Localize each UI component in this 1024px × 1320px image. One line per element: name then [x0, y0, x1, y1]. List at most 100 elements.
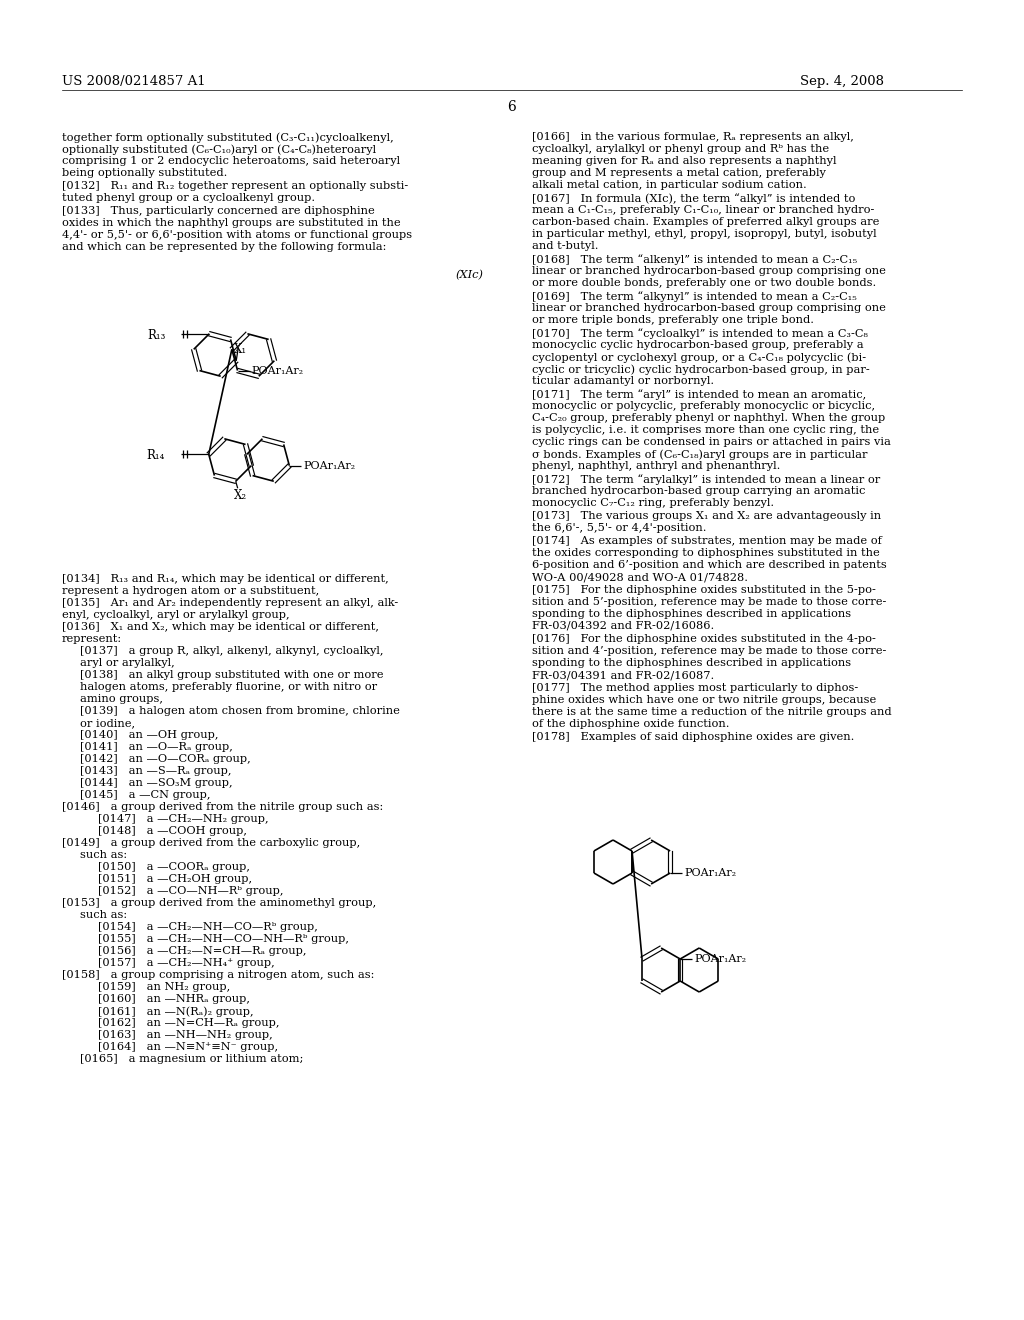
- Text: oxides in which the naphthyl groups are substituted in the: oxides in which the naphthyl groups are …: [62, 218, 400, 228]
- Text: is polycyclic, i.e. it comprises more than one cyclic ring, the: is polycyclic, i.e. it comprises more th…: [532, 425, 880, 436]
- Text: mean a C₁-C₁₅, preferably C₁-C₁₀, linear or branched hydro-: mean a C₁-C₁₅, preferably C₁-C₁₀, linear…: [532, 205, 874, 215]
- Text: being optionally substituted.: being optionally substituted.: [62, 168, 227, 178]
- Text: such as:: such as:: [80, 909, 127, 920]
- Text: [0157]   a —CH₂—NH₄⁺ group,: [0157] a —CH₂—NH₄⁺ group,: [98, 958, 274, 968]
- Text: FR-03/04391 and FR-02/16087.: FR-03/04391 and FR-02/16087.: [532, 671, 715, 680]
- Text: [0151]   a —CH₂OH group,: [0151] a —CH₂OH group,: [98, 874, 252, 884]
- Text: [0162]   an —N=CH—Rₐ group,: [0162] an —N=CH—Rₐ group,: [98, 1018, 280, 1028]
- Text: of the diphosphine oxide function.: of the diphosphine oxide function.: [532, 719, 729, 729]
- Text: [0173]   The various groups X₁ and X₂ are advantageously in: [0173] The various groups X₁ and X₂ are …: [532, 511, 881, 521]
- Text: [0171]   The term “aryl” is intended to mean an aromatic,: [0171] The term “aryl” is intended to me…: [532, 389, 866, 400]
- Text: sition and 5’-position, reference may be made to those corre-: sition and 5’-position, reference may be…: [532, 597, 887, 607]
- Text: represent a hydrogen atom or a substituent,: represent a hydrogen atom or a substitue…: [62, 586, 319, 597]
- Text: Sep. 4, 2008: Sep. 4, 2008: [800, 75, 884, 88]
- Text: [0145]   a —CN group,: [0145] a —CN group,: [80, 789, 211, 800]
- Text: POAr₁Ar₂: POAr₁Ar₂: [684, 869, 736, 878]
- Text: C₄-C₂₀ group, preferably phenyl or naphthyl. When the group: C₄-C₂₀ group, preferably phenyl or napht…: [532, 413, 886, 422]
- Text: in particular methyl, ethyl, propyl, isopropyl, butyl, isobutyl: in particular methyl, ethyl, propyl, iso…: [532, 228, 877, 239]
- Text: meaning given for Rₐ and also represents a naphthyl: meaning given for Rₐ and also represents…: [532, 156, 837, 166]
- Text: enyl, cycloalkyl, aryl or arylalkyl group,: enyl, cycloalkyl, aryl or arylalkyl grou…: [62, 610, 290, 620]
- Text: comprising 1 or 2 endocyclic heteroatoms, said heteroaryl: comprising 1 or 2 endocyclic heteroatoms…: [62, 156, 400, 166]
- Text: aryl or arylalkyl,: aryl or arylalkyl,: [80, 657, 175, 668]
- Text: [0164]   an —N≡N⁺≡N⁻ group,: [0164] an —N≡N⁺≡N⁻ group,: [98, 1041, 279, 1052]
- Text: [0139]   a halogen atom chosen from bromine, chlorine: [0139] a halogen atom chosen from bromin…: [80, 706, 400, 715]
- Text: σ bonds. Examples of (C₆-C₁₈)aryl groups are in particular: σ bonds. Examples of (C₆-C₁₈)aryl groups…: [532, 449, 867, 459]
- Text: [0168]   The term “alkenyl” is intended to mean a C₂-C₁₅: [0168] The term “alkenyl” is intended to…: [532, 253, 857, 265]
- Text: WO-A 00/49028 and WO-A 01/74828.: WO-A 00/49028 and WO-A 01/74828.: [532, 572, 748, 582]
- Text: [0177]   The method applies most particularly to diphos-: [0177] The method applies most particula…: [532, 682, 858, 693]
- Text: POAr₁Ar₂: POAr₁Ar₂: [694, 954, 746, 964]
- Text: [0146]   a group derived from the nitrile group such as:: [0146] a group derived from the nitrile …: [62, 803, 383, 812]
- Text: [0134]   R₁₃ and R₁₄, which may be identical or different,: [0134] R₁₃ and R₁₄, which may be identic…: [62, 574, 389, 583]
- Text: monocyclic C₇-C₁₂ ring, preferably benzyl.: monocyclic C₇-C₁₂ ring, preferably benzy…: [532, 498, 774, 508]
- Text: [0138]   an alkyl group substituted with one or more: [0138] an alkyl group substituted with o…: [80, 671, 384, 680]
- Text: [0137]   a group R, alkyl, alkenyl, alkynyl, cycloalkyl,: [0137] a group R, alkyl, alkenyl, alkyny…: [80, 645, 384, 656]
- Text: [0149]   a group derived from the carboxylic group,: [0149] a group derived from the carboxyl…: [62, 838, 360, 847]
- Text: linear or branched hydrocarbon-based group comprising one: linear or branched hydrocarbon-based gro…: [532, 304, 886, 313]
- Text: [0175]   For the diphosphine oxides substituted in the 5-po-: [0175] For the diphosphine oxides substi…: [532, 585, 876, 595]
- Text: sponding to the diphosphines described in applications: sponding to the diphosphines described i…: [532, 609, 851, 619]
- Text: cyclopentyl or cyclohexyl group, or a C₄-C₁₈ polycyclic (bi-: cyclopentyl or cyclohexyl group, or a C₄…: [532, 352, 866, 363]
- Text: represent:: represent:: [62, 634, 122, 644]
- Text: such as:: such as:: [80, 850, 127, 861]
- Text: X₂: X₂: [233, 490, 247, 502]
- Text: monocyclic or polycyclic, preferably monocyclic or bicyclic,: monocyclic or polycyclic, preferably mon…: [532, 401, 876, 411]
- Text: 4,4'- or 5,5'- or 6,6'-position with atoms or functional groups: 4,4'- or 5,5'- or 6,6'-position with ato…: [62, 230, 412, 240]
- Text: [0166]   in the various formulae, Rₐ represents an alkyl,: [0166] in the various formulae, Rₐ repre…: [532, 132, 854, 143]
- Text: cyclic rings can be condensed in pairs or attached in pairs via: cyclic rings can be condensed in pairs o…: [532, 437, 891, 447]
- Text: and t-butyl.: and t-butyl.: [532, 242, 598, 251]
- Text: [0132]   R₁₁ and R₁₂ together represent an optionally substi-: [0132] R₁₁ and R₁₂ together represent an…: [62, 181, 409, 191]
- Text: [0133]   Thus, particularly concerned are diphosphine: [0133] Thus, particularly concerned are …: [62, 206, 375, 216]
- Text: alkali metal cation, in particular sodium cation.: alkali metal cation, in particular sodiu…: [532, 180, 807, 190]
- Text: branched hydrocarbon-based group carrying an aromatic: branched hydrocarbon-based group carryin…: [532, 486, 865, 496]
- Text: [0148]   a —COOH group,: [0148] a —COOH group,: [98, 826, 247, 836]
- Text: [0170]   The term “cycloalkyl” is intended to mean a C₃-C₈: [0170] The term “cycloalkyl” is intended…: [532, 327, 868, 339]
- Text: 6: 6: [508, 100, 516, 114]
- Text: monocyclic cyclic hydrocarbon-based group, preferably a: monocyclic cyclic hydrocarbon-based grou…: [532, 341, 863, 350]
- Text: US 2008/0214857 A1: US 2008/0214857 A1: [62, 75, 206, 88]
- Text: phine oxides which have one or two nitrile groups, because: phine oxides which have one or two nitri…: [532, 696, 877, 705]
- Text: [0135]   Ar₁ and Ar₂ independently represent an alkyl, alk-: [0135] Ar₁ and Ar₂ independently represe…: [62, 598, 398, 609]
- Text: ticular adamantyl or norbornyl.: ticular adamantyl or norbornyl.: [532, 376, 714, 385]
- Text: [0174]   As examples of substrates, mention may be made of: [0174] As examples of substrates, mentio…: [532, 536, 882, 546]
- Text: [0165]   a magnesium or lithium atom;: [0165] a magnesium or lithium atom;: [80, 1053, 303, 1064]
- Text: amino groups,: amino groups,: [80, 694, 163, 704]
- Text: POAr₁Ar₂: POAr₁Ar₂: [303, 461, 355, 471]
- Text: and which can be represented by the following formula:: and which can be represented by the foll…: [62, 242, 386, 252]
- Text: FR-03/04392 and FR-02/16086.: FR-03/04392 and FR-02/16086.: [532, 620, 715, 631]
- Text: [0142]   an —O—CORₐ group,: [0142] an —O—CORₐ group,: [80, 754, 251, 764]
- Text: [0147]   a —CH₂—NH₂ group,: [0147] a —CH₂—NH₂ group,: [98, 814, 268, 824]
- Text: [0153]   a group derived from the aminomethyl group,: [0153] a group derived from the aminomet…: [62, 898, 376, 908]
- Text: carbon-based chain. Examples of preferred alkyl groups are: carbon-based chain. Examples of preferre…: [532, 216, 880, 227]
- Text: [0140]   an —OH group,: [0140] an —OH group,: [80, 730, 218, 741]
- Text: cyclic or tricyclic) cyclic hydrocarbon-based group, in par-: cyclic or tricyclic) cyclic hydrocarbon-…: [532, 364, 869, 375]
- Text: R₁₄: R₁₄: [146, 449, 165, 462]
- Text: group and M represents a metal cation, preferably: group and M represents a metal cation, p…: [532, 168, 826, 178]
- Text: or more double bonds, preferably one or two double bonds.: or more double bonds, preferably one or …: [532, 279, 877, 288]
- Text: the oxides corresponding to diphosphines substituted in the: the oxides corresponding to diphosphines…: [532, 548, 880, 558]
- Text: [0178]   Examples of said diphosphine oxides are given.: [0178] Examples of said diphosphine oxid…: [532, 733, 854, 742]
- Text: [0141]   an —O—Rₐ group,: [0141] an —O—Rₐ group,: [80, 742, 232, 752]
- Text: [0136]   X₁ and X₂, which may be identical or different,: [0136] X₁ and X₂, which may be identical…: [62, 622, 379, 632]
- Text: phenyl, naphthyl, anthryl and phenanthryl.: phenyl, naphthyl, anthryl and phenanthry…: [532, 461, 780, 471]
- Text: optionally substituted (C₆-C₁₀)aryl or (C₄-C₈)heteroaryl: optionally substituted (C₆-C₁₀)aryl or (…: [62, 144, 376, 154]
- Text: sition and 4’-position, reference may be made to those corre-: sition and 4’-position, reference may be…: [532, 645, 887, 656]
- Text: [0144]   an —SO₃M group,: [0144] an —SO₃M group,: [80, 777, 232, 788]
- Text: linear or branched hydrocarbon-based group comprising one: linear or branched hydrocarbon-based gro…: [532, 267, 886, 276]
- Text: tuted phenyl group or a cycloalkenyl group.: tuted phenyl group or a cycloalkenyl gro…: [62, 193, 315, 203]
- Text: R₁₃: R₁₃: [147, 329, 166, 342]
- Text: [0154]   a —CH₂—NH—CO—Rᵇ group,: [0154] a —CH₂—NH—CO—Rᵇ group,: [98, 921, 317, 932]
- Text: sponding to the diphosphines described in applications: sponding to the diphosphines described i…: [532, 657, 851, 668]
- Text: [0155]   a —CH₂—NH—CO—NH—Rᵇ group,: [0155] a —CH₂—NH—CO—NH—Rᵇ group,: [98, 935, 349, 944]
- Text: [0167]   In formula (XIc), the term “alkyl” is intended to: [0167] In formula (XIc), the term “alkyl…: [532, 193, 855, 203]
- Text: there is at the same time a reduction of the nitrile groups and: there is at the same time a reduction of…: [532, 708, 892, 717]
- Text: [0172]   The term “arylalkyl” is intended to mean a linear or: [0172] The term “arylalkyl” is intended …: [532, 474, 881, 484]
- Text: [0152]   a —CO—NH—Rᵇ group,: [0152] a —CO—NH—Rᵇ group,: [98, 886, 284, 896]
- Text: 6-position and 6’-position and which are described in patents: 6-position and 6’-position and which are…: [532, 560, 887, 570]
- Text: X₁: X₁: [234, 343, 248, 355]
- Text: (XIc): (XIc): [455, 271, 483, 280]
- Text: or iodine,: or iodine,: [80, 718, 135, 729]
- Text: [0150]   a —COORₐ group,: [0150] a —COORₐ group,: [98, 862, 250, 873]
- Text: the 6,6'-, 5,5'- or 4,4'-position.: the 6,6'-, 5,5'- or 4,4'-position.: [532, 523, 707, 533]
- Text: [0169]   The term “alkynyl” is intended to mean a C₂-C₁₅: [0169] The term “alkynyl” is intended to…: [532, 290, 857, 302]
